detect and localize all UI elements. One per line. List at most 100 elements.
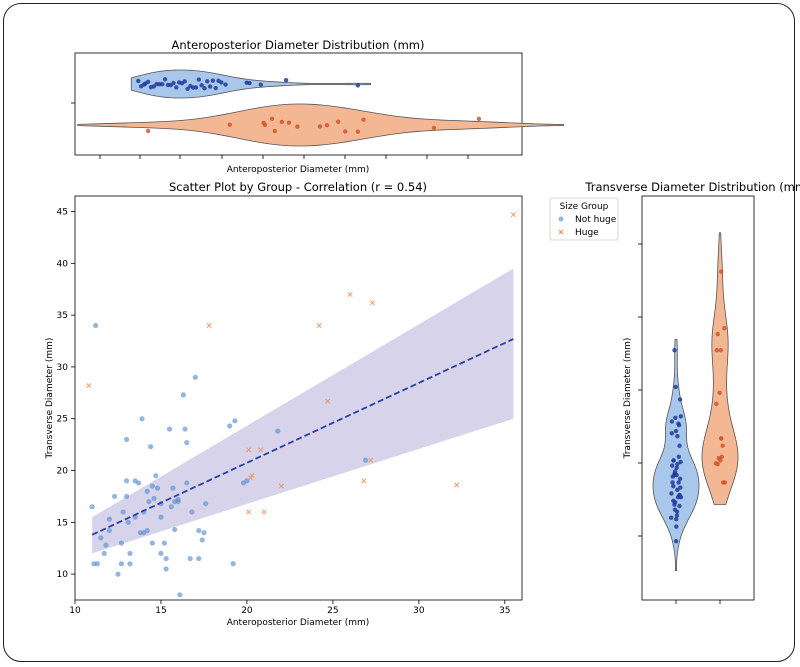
point-not-huge xyxy=(189,509,195,515)
ap-strip-point-not-huge xyxy=(145,79,151,84)
point-not-huge xyxy=(149,540,155,546)
point-not-huge xyxy=(125,519,131,525)
point-not-huge xyxy=(203,501,209,507)
td-violin-ylabel: Transverse Diameter (mm) xyxy=(623,338,633,460)
point-not-huge xyxy=(196,555,202,562)
point-not-huge xyxy=(166,426,173,432)
td-strip-point-not-huge xyxy=(673,415,678,421)
point-not-huge xyxy=(154,485,161,491)
point-huge xyxy=(261,509,267,515)
ap-strip-point-not-huge xyxy=(196,77,202,82)
point-not-huge xyxy=(123,436,130,443)
legend: Size Group Not huge Huge xyxy=(549,197,619,241)
ap-strip-point-huge xyxy=(295,124,300,129)
point-huge xyxy=(278,483,284,489)
ap-strip-point-huge xyxy=(286,120,292,125)
ap-strip-point-not-huge xyxy=(223,82,228,87)
ap-strip-point-not-huge xyxy=(258,82,263,87)
td-strip-point-not-huge xyxy=(678,414,684,419)
point-not-huge xyxy=(111,493,118,500)
ap-violin-xlabel: Anteroposterior Diameter (mm) xyxy=(227,165,370,175)
point-huge-stroke xyxy=(325,398,331,404)
td-strip-point-not-huge xyxy=(671,483,676,489)
ap-strip-point-huge xyxy=(324,123,330,128)
ap-violin-axes xyxy=(74,52,523,156)
point-not-huge xyxy=(106,527,112,534)
td-strip-point-not-huge xyxy=(676,454,682,459)
point-not-huge xyxy=(199,537,205,543)
td-strip-point-not-huge xyxy=(678,459,683,465)
point-not-huge xyxy=(163,566,169,572)
td-strip-point-not-huge xyxy=(670,480,675,485)
x-tick-label: 10 xyxy=(69,606,81,616)
y-tick-label: 20 xyxy=(57,467,69,477)
ap-strip-point-huge xyxy=(272,128,278,134)
ap-strip-point-huge xyxy=(279,119,285,125)
point-huge-stroke xyxy=(86,382,92,389)
ap-strip-point-not-huge xyxy=(205,79,210,84)
x-tick-label: 25 xyxy=(327,606,338,616)
point-huge xyxy=(258,447,264,453)
point-huge xyxy=(325,398,331,404)
point-not-huge xyxy=(120,509,126,515)
y-tick-label: 30 xyxy=(57,363,69,373)
td-strip-point-not-huge xyxy=(672,469,678,474)
point-huge-stroke xyxy=(368,457,374,463)
ap-strip-point-huge xyxy=(355,129,361,134)
point-huge xyxy=(246,509,252,515)
ap-strip-point-not-huge xyxy=(247,80,252,86)
point-huge-stroke xyxy=(454,482,460,488)
point-huge-stroke xyxy=(249,473,255,479)
point-huge-stroke xyxy=(369,300,376,306)
point-not-huge xyxy=(177,592,183,598)
ap-strip-point-not-huge xyxy=(207,84,213,89)
td-strip-point-not-huge xyxy=(676,480,681,485)
y-tick-label: 25 xyxy=(57,415,68,425)
point-not-huge xyxy=(170,485,176,491)
point-not-huge xyxy=(227,423,233,429)
y-tick-label: 10 xyxy=(57,570,69,580)
ap-strip-point-huge xyxy=(262,122,268,128)
td-strip-point-not-huge xyxy=(678,485,683,490)
td-strip-point-not-huge xyxy=(674,517,679,522)
td-strip-point-huge xyxy=(718,436,724,441)
point-not-huge xyxy=(168,504,174,510)
ap-strip-point-not-huge xyxy=(160,82,165,87)
td-strip-point-not-huge xyxy=(675,433,680,439)
td-strip-point-not-huge xyxy=(673,428,679,434)
point-huge xyxy=(369,300,376,306)
td-strip-point-not-huge xyxy=(675,461,680,467)
td-strip-point-huge xyxy=(722,480,728,485)
point-not-huge xyxy=(146,498,152,505)
point-not-huge xyxy=(148,444,154,450)
td-strip-point-not-huge xyxy=(669,463,675,468)
ap-strip-point-huge xyxy=(431,125,437,131)
point-not-huge xyxy=(201,530,207,536)
ap-strip-point-not-huge xyxy=(136,78,141,84)
td-strip-point-huge xyxy=(715,331,720,337)
td-violin-title: Transverse Diameter Distribution (mm) xyxy=(584,180,800,194)
point-not-huge xyxy=(136,480,142,486)
y-tick-label: 15 xyxy=(57,518,68,528)
legend-label-huge: Huge xyxy=(575,228,599,238)
ap-strip-point-huge xyxy=(335,119,341,125)
ap-violin-title: Anteroposterior Diameter Distribution (m… xyxy=(172,38,425,52)
point-not-huge xyxy=(175,498,181,505)
point-not-huge xyxy=(144,527,150,534)
point-not-huge xyxy=(182,426,188,432)
ap-strip-point-not-huge xyxy=(199,83,204,88)
regression-line xyxy=(91,338,514,536)
point-huge xyxy=(316,322,322,329)
point-not-huge xyxy=(123,478,130,484)
td-strip-point-not-huge xyxy=(677,397,683,402)
point-huge-stroke xyxy=(361,478,367,484)
td-strip-point-not-huge xyxy=(673,384,679,390)
point-not-huge xyxy=(98,535,104,541)
td-strip-point-not-huge xyxy=(671,458,676,463)
point-not-huge xyxy=(101,550,107,556)
point-not-huge xyxy=(149,483,155,489)
td-strip-point-not-huge xyxy=(672,507,678,512)
point-huge xyxy=(86,382,92,389)
ap-strip-point-not-huge xyxy=(182,79,187,84)
ap-strip-point-not-huge xyxy=(202,86,207,91)
